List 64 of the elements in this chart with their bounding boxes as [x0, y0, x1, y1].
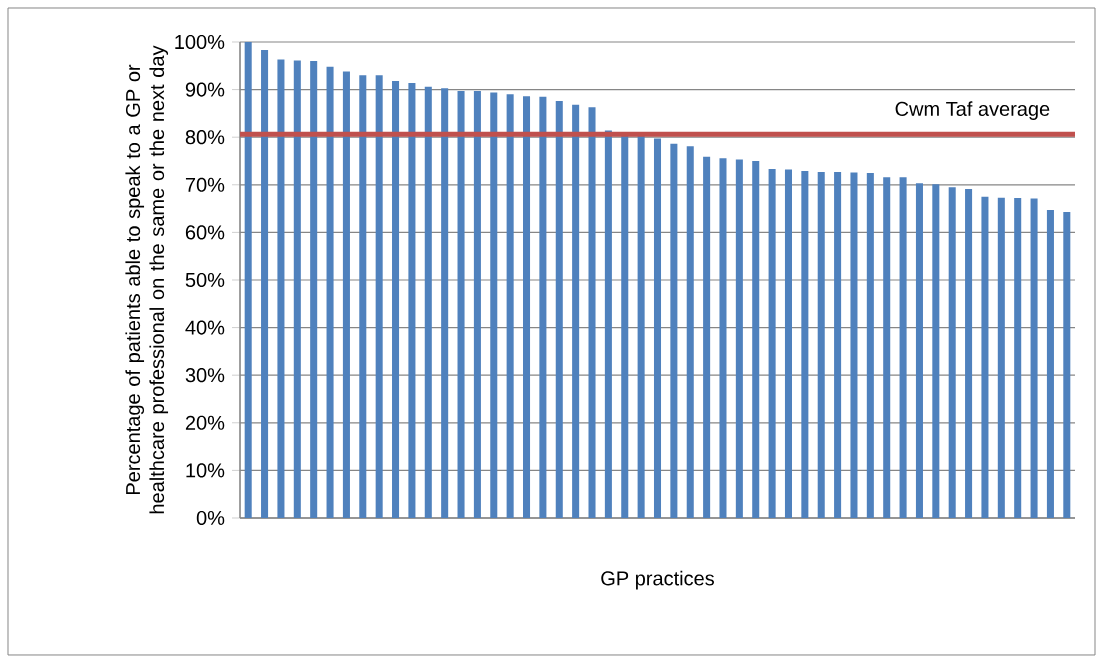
bar — [1030, 198, 1038, 518]
bar — [784, 169, 792, 518]
y-tick-label: 40% — [185, 320, 225, 335]
y-tick-label: 80% — [185, 130, 225, 145]
y-tick-label: 20% — [185, 415, 225, 430]
bar — [506, 94, 514, 518]
y-tick-label: 70% — [185, 177, 225, 192]
y-tick-label: 60% — [185, 225, 225, 240]
bar — [866, 172, 874, 518]
y-tick-label: 30% — [185, 368, 225, 383]
bar — [637, 134, 645, 518]
bar — [752, 160, 760, 518]
bar — [997, 197, 1005, 518]
bar — [572, 104, 580, 518]
bar — [277, 59, 285, 518]
bar — [686, 146, 694, 518]
bar — [948, 187, 956, 518]
bar — [719, 158, 727, 518]
bar — [555, 101, 563, 518]
bar — [293, 60, 301, 518]
x-axis-title: GP practices — [601, 570, 714, 590]
bar — [801, 170, 809, 518]
bar — [1014, 198, 1022, 518]
bar — [735, 159, 743, 518]
ref-line-label: Cwm Taf average — [895, 101, 1050, 120]
bar — [261, 50, 269, 518]
bar — [359, 75, 367, 518]
bar — [670, 143, 678, 518]
bar — [1063, 211, 1071, 518]
bar — [424, 86, 432, 518]
bar — [1046, 210, 1054, 518]
bar — [768, 169, 776, 518]
y-tick-label: 100% — [175, 34, 225, 50]
bar — [899, 177, 907, 518]
bar — [473, 91, 481, 518]
bar — [981, 196, 989, 518]
bar — [604, 130, 612, 518]
bar — [408, 82, 416, 518]
bar — [653, 138, 662, 518]
y-tick-label: 10% — [186, 463, 225, 478]
bar — [817, 171, 825, 518]
bar — [392, 81, 400, 518]
bar — [588, 107, 596, 518]
bar — [932, 184, 940, 518]
bar — [457, 91, 465, 518]
bar — [342, 71, 350, 518]
bar — [490, 92, 498, 518]
y-tick-label: 50% — [185, 272, 225, 288]
bar — [539, 96, 547, 518]
y-tick-label: 90% — [185, 82, 225, 97]
bar — [375, 75, 383, 518]
bar — [523, 96, 531, 518]
bar — [965, 189, 973, 518]
bar — [244, 41, 252, 518]
y-tick-label: 0% — [196, 510, 225, 526]
bar — [834, 171, 842, 518]
bar — [703, 156, 711, 518]
y-axis-title: Percentage of patients able to speak to a GP or healthcare professional on the same or the next day — [125, 45, 169, 514]
bar — [441, 88, 449, 518]
bar — [850, 172, 858, 518]
bar — [310, 61, 318, 518]
bar — [326, 66, 334, 518]
bar — [883, 177, 891, 518]
bar — [915, 183, 923, 518]
